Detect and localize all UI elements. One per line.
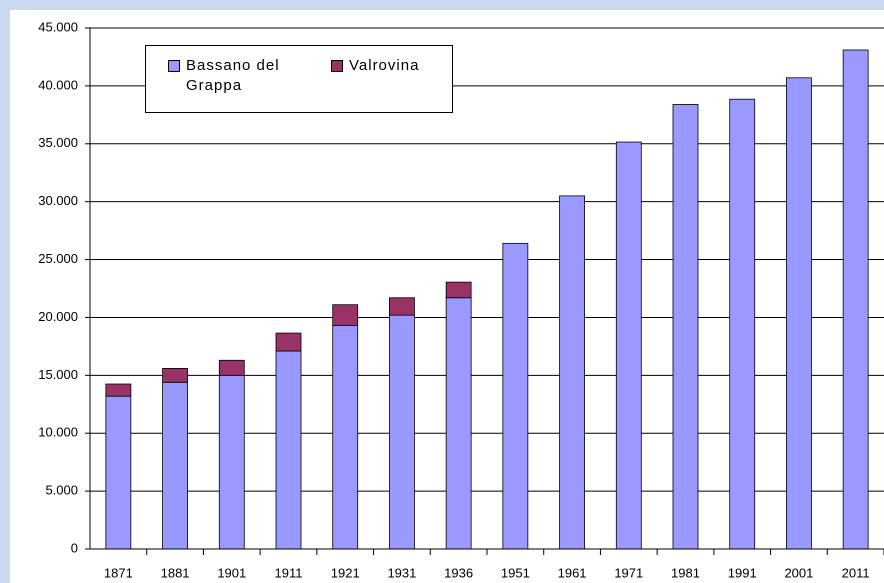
y-tick-label: 20.000 xyxy=(38,309,78,324)
x-tick-label: 1951 xyxy=(501,565,530,580)
y-tick-label: 15.000 xyxy=(38,367,78,382)
legend-label: Bassano del Grappa xyxy=(186,57,280,94)
legend-swatch xyxy=(168,60,180,72)
bar-segment xyxy=(105,395,132,550)
x-tick-label: 1911 xyxy=(275,565,303,580)
y-tick-label: 45.000 xyxy=(38,19,78,34)
y-tick-label: 35.000 xyxy=(38,135,78,150)
legend-item: Bassano del Grappa xyxy=(168,56,298,96)
bar-segment xyxy=(332,304,359,326)
bar-segment xyxy=(729,98,756,550)
legend-label: Valrovina xyxy=(349,57,420,74)
x-tick-label: 2001 xyxy=(784,565,813,580)
y-tick-label: 40.000 xyxy=(38,77,78,92)
x-tick-label: 1931 xyxy=(387,565,416,580)
bar-segment xyxy=(162,367,188,383)
y-tick-label: 5.000 xyxy=(45,483,78,498)
y-tick-label: 30.000 xyxy=(38,193,78,208)
x-tick-label: 1991 xyxy=(728,565,757,580)
bar-segment xyxy=(218,374,245,550)
bar-segment xyxy=(389,297,415,316)
bar-segment xyxy=(445,297,472,550)
bar-segment xyxy=(389,314,415,550)
x-tick-label: 1981 xyxy=(671,565,700,580)
x-tick-label: 1961 xyxy=(558,565,587,580)
bar-segment xyxy=(162,381,188,550)
x-tick-label: 1871 xyxy=(104,565,133,580)
bar-segment xyxy=(615,141,642,550)
bar-segment xyxy=(842,49,869,550)
bar-segment xyxy=(502,242,529,550)
bar-segment xyxy=(275,350,302,550)
x-tick-label: 1921 xyxy=(331,565,360,580)
bar-segment xyxy=(672,104,699,550)
bar-segment xyxy=(786,77,812,550)
y-tick-label: 25.000 xyxy=(38,251,78,266)
x-tick-label: 2011 xyxy=(842,565,870,580)
bar-segment xyxy=(275,332,302,352)
bar-segment xyxy=(332,325,359,550)
bar-segment xyxy=(218,359,245,376)
legend-swatch xyxy=(331,60,343,72)
y-tick-label: 10.000 xyxy=(38,425,78,440)
y-tick-label: 0 xyxy=(71,540,78,555)
bar-segment xyxy=(105,383,132,397)
bar-segment xyxy=(559,195,585,550)
x-tick-label: 1936 xyxy=(444,565,473,580)
bar-segment xyxy=(445,281,472,299)
legend-item: Valrovina xyxy=(331,56,446,76)
x-tick-label: 1971 xyxy=(614,565,643,580)
x-tick-label: 1901 xyxy=(217,565,246,580)
x-tick-label: 1881 xyxy=(161,565,190,580)
legend: Bassano del Grappa Valrovina xyxy=(145,45,453,113)
